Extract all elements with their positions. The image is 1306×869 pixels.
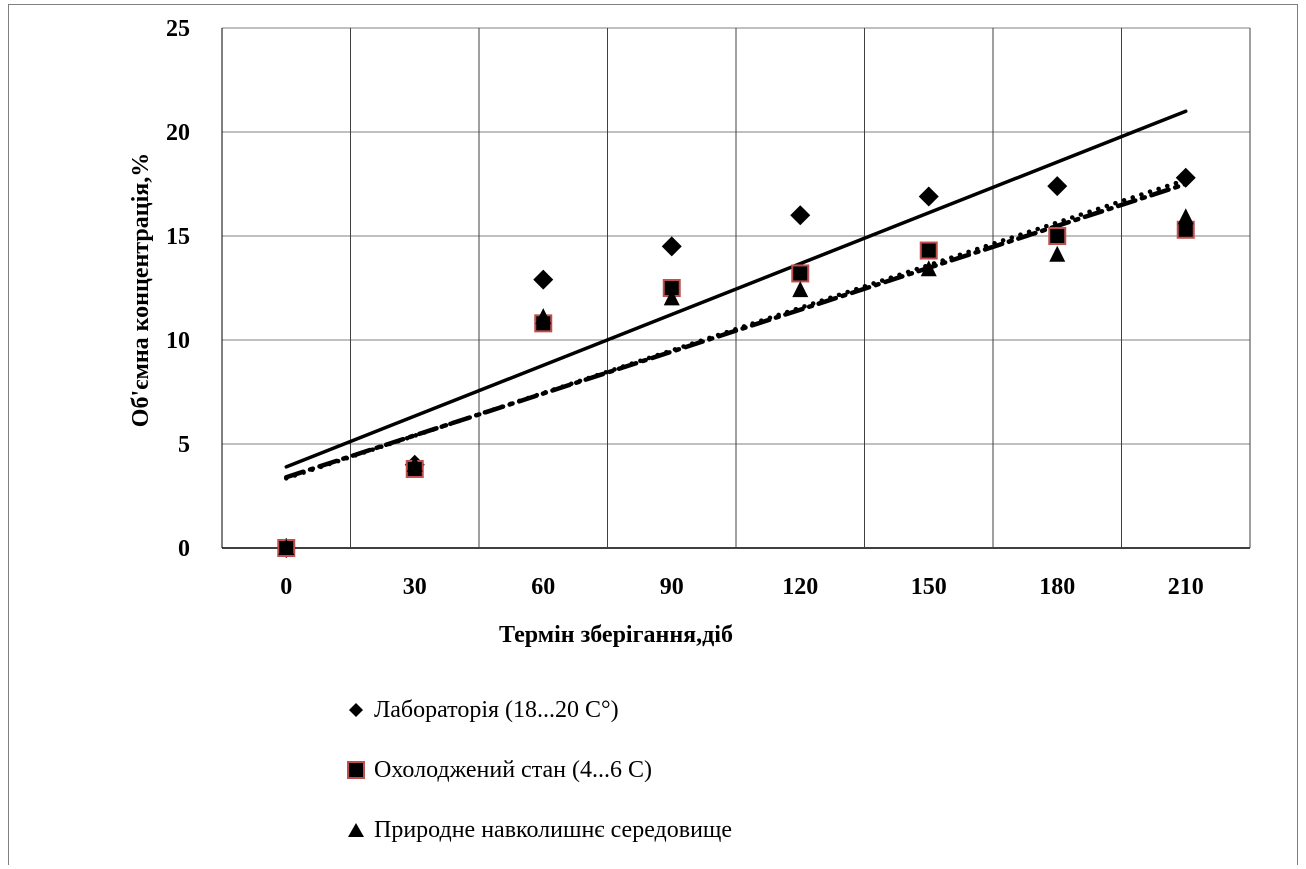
y-tick-label-20: 20 bbox=[166, 120, 190, 146]
y-tick-label-10: 10 bbox=[166, 328, 190, 354]
diamond-marker-60 bbox=[533, 269, 554, 290]
data-marks bbox=[276, 167, 1196, 558]
triangle-marker-180 bbox=[1049, 245, 1066, 262]
x-tick-label-0: 0 bbox=[280, 574, 292, 600]
tick-labels: 0 5 10 15 20 25 0 30 60 90 120 150 180 210 bbox=[166, 16, 1204, 600]
y-tick-label-25: 25 bbox=[166, 16, 190, 42]
x-tick-label-120: 120 bbox=[782, 574, 818, 600]
diamond-marker-180 bbox=[1047, 176, 1068, 197]
triangle-marker-90 bbox=[663, 289, 680, 306]
square-marker-180 bbox=[1048, 227, 1067, 245]
diamond-marker-120 bbox=[790, 205, 811, 226]
chart-frame bbox=[8, 4, 1298, 865]
diamond-marker-icon bbox=[349, 703, 363, 717]
trendline-dotted-2 bbox=[284, 177, 1188, 481]
triangle-marker-120 bbox=[792, 281, 809, 298]
x-tick-label-180: 180 bbox=[1039, 574, 1075, 600]
square-marker-120 bbox=[791, 264, 810, 283]
square-marker-icon bbox=[347, 761, 365, 779]
legend-label-laboratory: Лабораторія (18...20 C°) bbox=[374, 697, 619, 723]
legend-label-natural: Природне навколишнє середовище bbox=[374, 817, 733, 843]
triangle-marker-210 bbox=[1177, 208, 1194, 225]
x-axis-title: Термін зберігання,діб bbox=[499, 622, 733, 648]
triangle-marker-icon bbox=[348, 823, 364, 837]
triangle-marker-150 bbox=[920, 260, 937, 277]
trendlines bbox=[284, 109, 1188, 481]
square-marker-150 bbox=[919, 241, 938, 260]
x-tick-label-90: 90 bbox=[660, 574, 684, 600]
diamond-marker-210 bbox=[1175, 167, 1196, 188]
x-tick-label-210: 210 bbox=[1168, 574, 1204, 600]
y-tick-label-5: 5 bbox=[178, 432, 190, 458]
triangle-marker-60 bbox=[535, 308, 552, 325]
x-tick-label-150: 150 bbox=[911, 574, 947, 600]
triangle-marker-30 bbox=[406, 455, 423, 472]
y-axis-title: Об'ємна концентрація,% bbox=[128, 153, 154, 427]
y-tick-label-0: 0 bbox=[178, 536, 190, 562]
diamond-marker-150 bbox=[918, 186, 939, 207]
x-tick-label-60: 60 bbox=[531, 574, 555, 600]
legend-label-chilled: Охолоджений стан (4...6 C) bbox=[374, 757, 652, 783]
triangle-marker-0 bbox=[278, 539, 295, 555]
x-tick-label-30: 30 bbox=[403, 574, 427, 600]
trendline-solid-0 bbox=[284, 109, 1188, 469]
y-tick-label-15: 15 bbox=[166, 224, 190, 250]
diamond-marker-90 bbox=[661, 236, 682, 257]
